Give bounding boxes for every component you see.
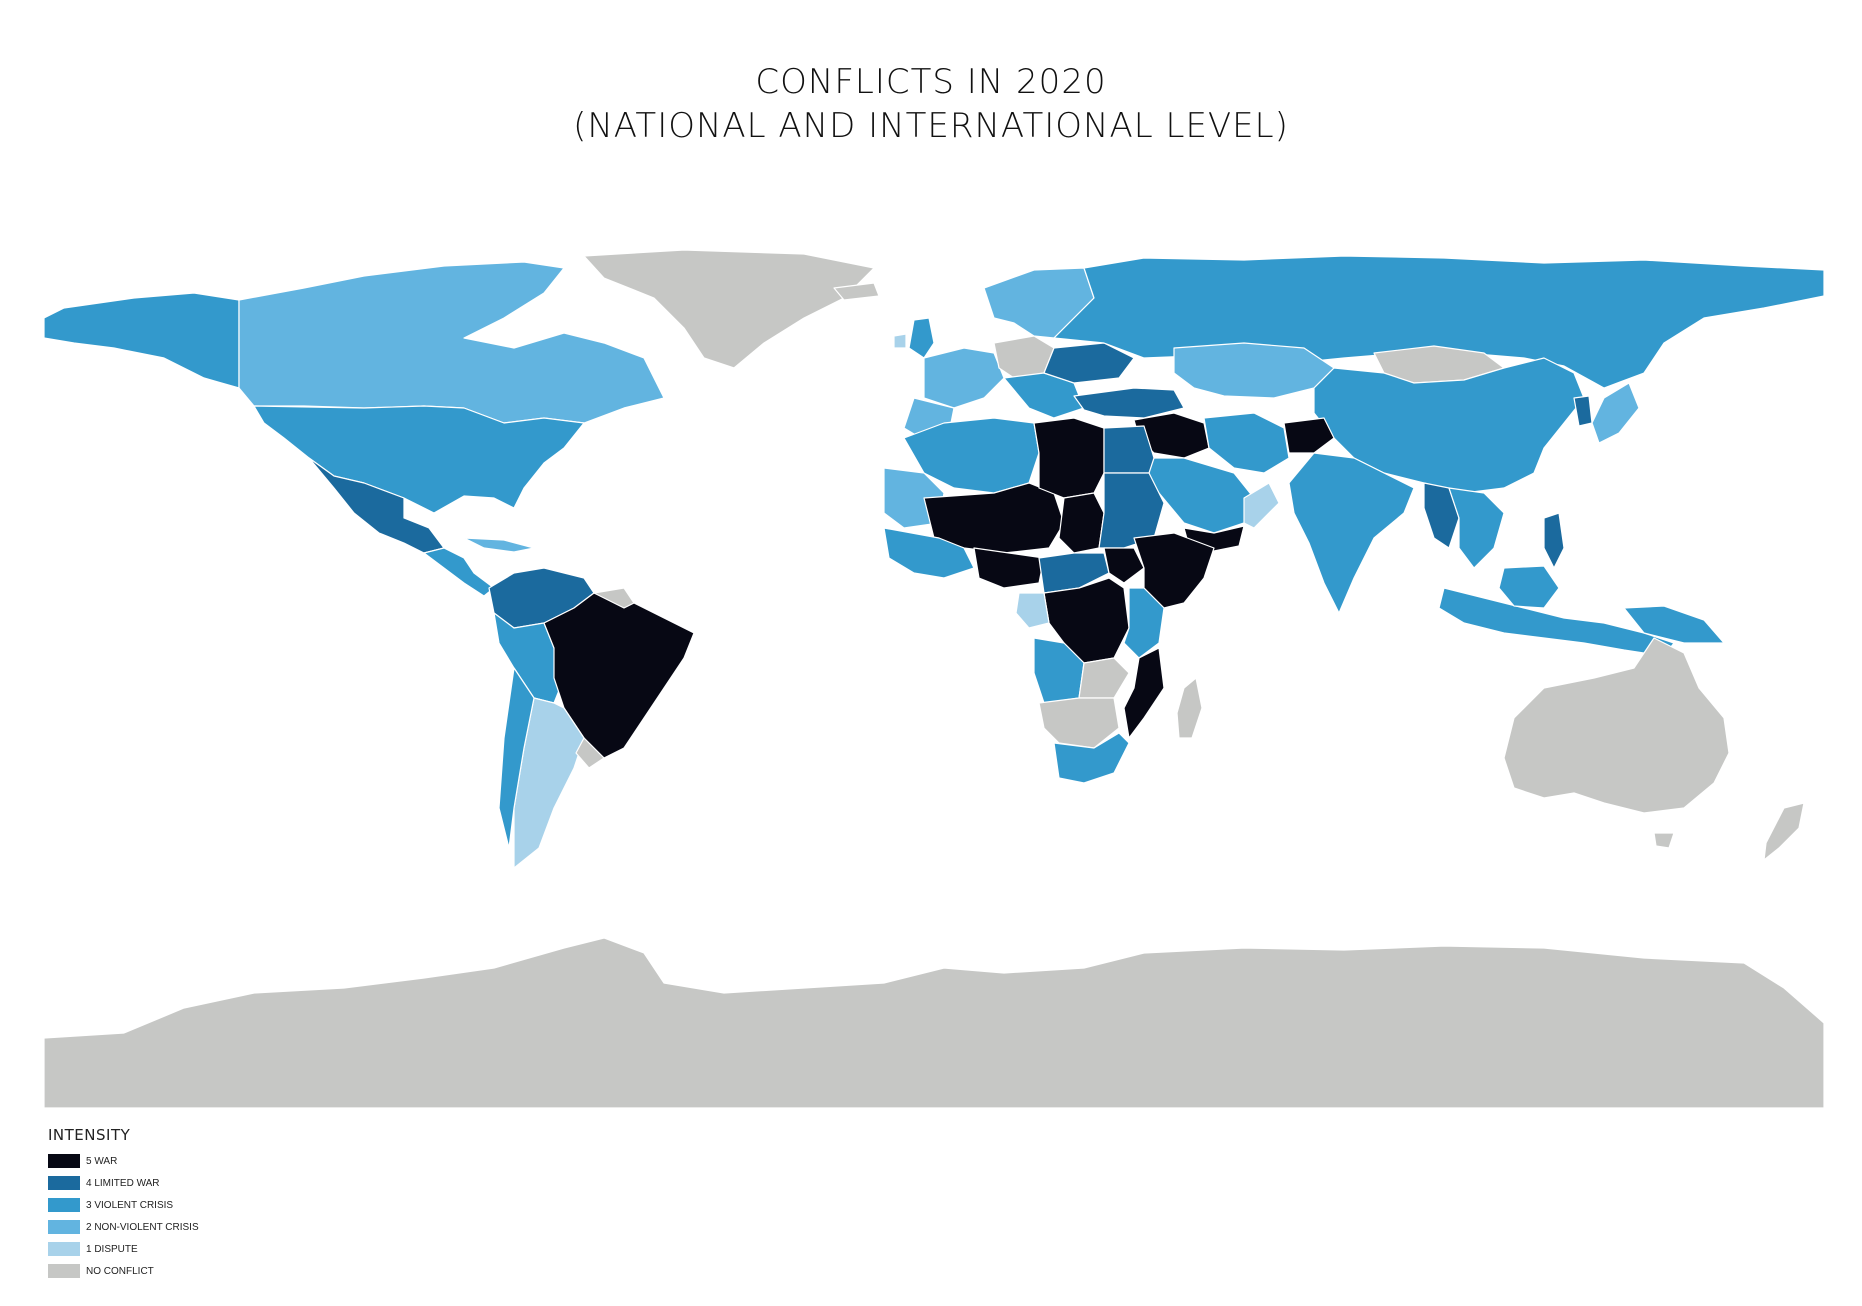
region-uruguay [575, 737, 605, 769]
legend-swatch [48, 1198, 80, 1212]
region-chile [498, 667, 535, 849]
legend-item: 2 NON-VIOLENT CRISIS [48, 1216, 199, 1238]
legend-swatch [48, 1220, 80, 1234]
legend-label: 3 VIOLENT CRISIS [86, 1199, 174, 1211]
legend-item: 1 DISPUTE [48, 1238, 199, 1260]
region-western-europe [923, 347, 1005, 409]
region-afghanistan [1283, 417, 1335, 454]
region-alaska [44, 292, 240, 389]
region-ireland [893, 333, 907, 349]
region-philippines [1543, 512, 1565, 569]
region-east-africa [1123, 587, 1165, 659]
region-nigeria [973, 547, 1045, 589]
legend-label: NO CONFLICT [86, 1265, 154, 1277]
legend-label: 5 WAR [86, 1155, 118, 1167]
legend-swatch [48, 1242, 80, 1256]
region-se-asia [1448, 487, 1505, 569]
region-japan [1591, 382, 1640, 444]
region-kazakhstan [1173, 342, 1335, 399]
region-mozambique [1123, 647, 1165, 739]
region-west-africa [883, 527, 975, 579]
legend-item: 5 WAR [48, 1150, 199, 1172]
legend-swatch [48, 1264, 80, 1278]
intensity-legend: INTENSITY 5 WAR 4 LIMITED WAR 3 VIOLENT CR… [48, 1126, 199, 1282]
world-conflict-map [44, 249, 1824, 1108]
legend-swatch [48, 1154, 80, 1168]
legend-item: 4 LIMITED WAR [48, 1172, 199, 1194]
region-turkey [1073, 387, 1185, 419]
map-title-line-2: (NATIONAL AND INTERNATIONAL LEVEL) [573, 106, 1289, 146]
region-guianas [593, 587, 635, 609]
region-iran [1203, 412, 1290, 474]
region-papua [1623, 605, 1725, 644]
region-iceland [833, 282, 880, 301]
region-caribbean [463, 537, 535, 553]
legend-title: INTENSITY [48, 1126, 131, 1144]
map-title-line-1: CONFLICTS IN 2020 [755, 62, 1107, 102]
legend-label: 2 NON-VIOLENT CRISIS [86, 1221, 199, 1233]
region-new-zealand [1763, 802, 1805, 861]
region-korea [1573, 395, 1593, 427]
region-usa [253, 405, 585, 514]
region-tasmania [1653, 832, 1675, 849]
region-libya [1033, 417, 1105, 499]
region-egypt [1103, 425, 1155, 474]
region-madagascar [1176, 677, 1203, 739]
region-borneo [1498, 565, 1560, 609]
region-south-africa [1053, 732, 1130, 784]
region-central-america [423, 547, 495, 597]
legend-item: NO CONFLICT [48, 1260, 199, 1282]
region-canada [238, 261, 665, 424]
region-oman [1243, 482, 1280, 529]
region-india [1288, 452, 1415, 614]
region-dr-congo [1043, 577, 1130, 664]
region-uk [908, 317, 935, 359]
region-australia [1503, 637, 1730, 814]
region-china [1313, 357, 1585, 494]
legend-label: 4 LIMITED WAR [86, 1177, 160, 1189]
region-maghreb [903, 417, 1040, 494]
legend-item: 3 VIOLENT CRISIS [48, 1194, 199, 1216]
region-zambia [1078, 657, 1130, 699]
region-gabon [1015, 592, 1050, 629]
region-chad [1058, 492, 1105, 554]
legend-label: 1 DISPUTE [86, 1243, 138, 1255]
region-greenland [583, 249, 875, 369]
region-south-sudan [1103, 547, 1145, 584]
region-horn-of-africa [1133, 532, 1215, 609]
legend-swatch [48, 1176, 80, 1190]
region-namibia-botswana [1038, 697, 1120, 749]
region-antarctica [44, 937, 1824, 1108]
